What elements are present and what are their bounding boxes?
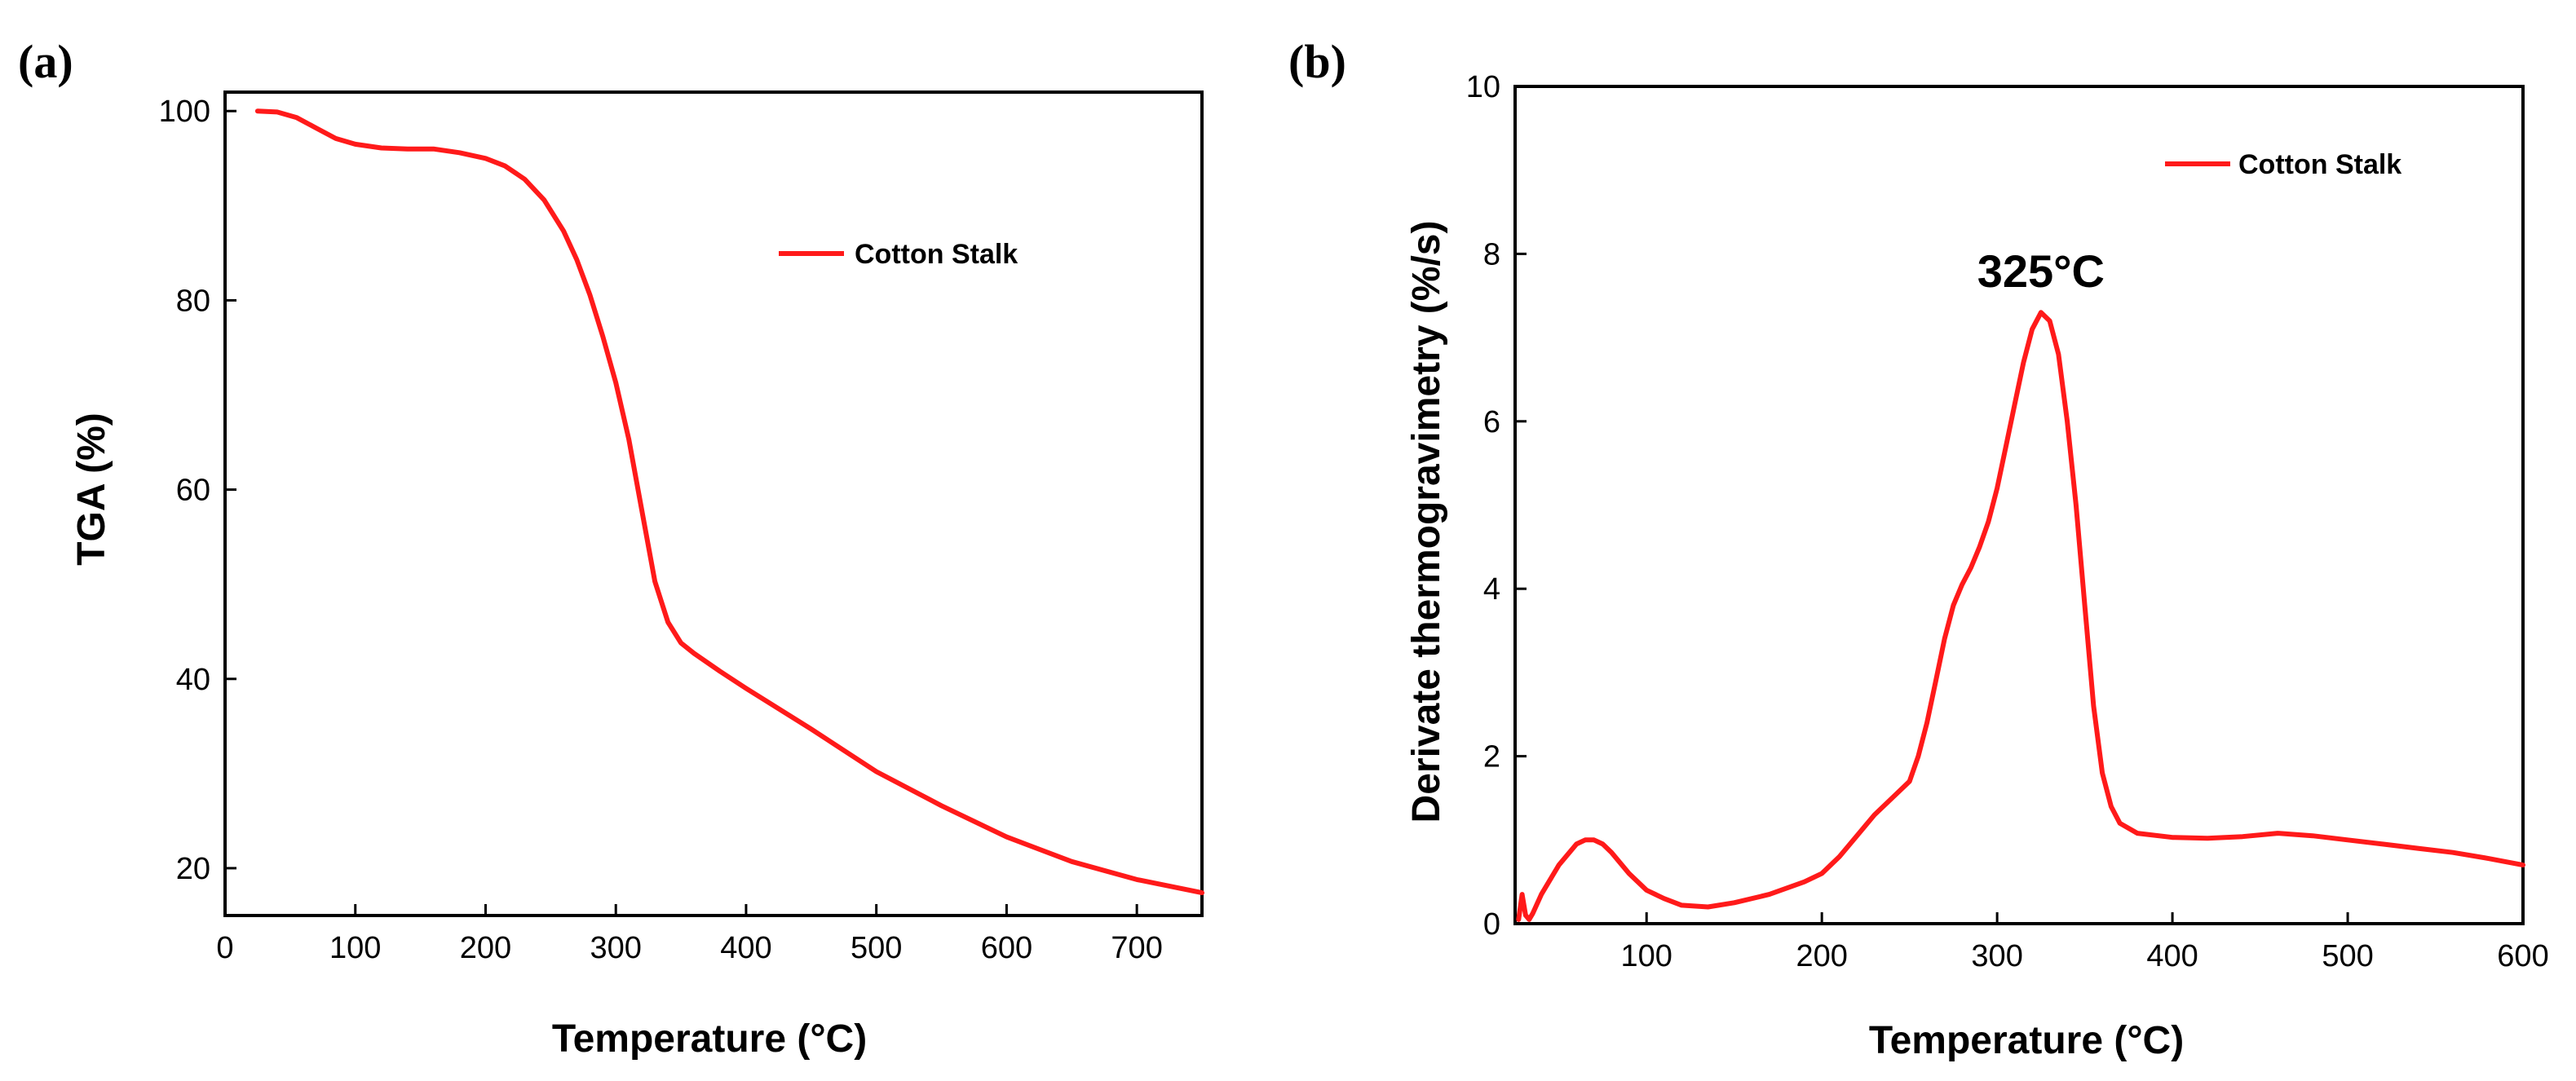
x-tick-label: 400 <box>2146 939 2198 973</box>
x-tick-label: 500 <box>851 931 902 965</box>
panel-b: (b) Derivate thermogravimetry (%/s) Temp… <box>1288 35 2549 1062</box>
panel-b-legend-label: Cotton Stalk <box>2238 149 2401 180</box>
panel-a-y-axis-title: TGA (%) <box>70 413 113 566</box>
panel-a-x-axis-title: Temperature (°C) <box>552 1017 867 1061</box>
y-tick-label: 0 <box>1483 907 1500 942</box>
y-tick-label: 2 <box>1483 740 1500 774</box>
x-tick-label: 500 <box>2322 939 2373 973</box>
panel-a: (a) TGA (%) Temperature (°C) 0 100 200 300 4… <box>18 35 1204 1061</box>
panel-a-x-ticks: 0 100 200 300 400 500 600 700 <box>216 904 1163 965</box>
panel-b-y-ticks: 0 2 4 6 8 10 <box>1466 70 1527 942</box>
panel-a-label: (a) <box>18 35 73 88</box>
x-tick-label: 0 <box>216 931 233 965</box>
y-tick-label: 60 <box>176 474 210 508</box>
x-tick-label: 200 <box>460 931 511 965</box>
panel-b-y-axis-title: Derivate thermogravimetry (%/s) <box>1405 221 1448 823</box>
y-tick-label: 4 <box>1483 572 1500 607</box>
panel-b-label: (b) <box>1288 35 1346 88</box>
x-tick-label: 700 <box>1111 931 1162 965</box>
x-tick-label: 200 <box>1796 939 1847 973</box>
panel-b-legend: Cotton Stalk <box>2165 149 2401 180</box>
panel-a-plot-frame <box>223 90 1204 917</box>
panel-b-peak-annotation: 325°C <box>1977 245 2105 297</box>
panel-a-series-line <box>254 108 1204 896</box>
x-tick-label: 400 <box>720 931 771 965</box>
y-tick-label: 10 <box>1466 70 1500 104</box>
panel-b-series-line <box>1516 310 2525 922</box>
y-tick-label: 8 <box>1483 237 1500 271</box>
y-tick-label: 100 <box>159 95 210 129</box>
x-tick-label: 300 <box>1971 939 2022 973</box>
y-tick-label: 40 <box>176 663 210 697</box>
panel-b-plot-frame <box>1513 85 2525 925</box>
x-tick-label: 100 <box>1621 939 1672 973</box>
x-tick-label: 600 <box>2497 939 2548 973</box>
panel-a-legend: Cotton Stalk <box>779 239 1018 270</box>
panel-b-x-ticks: 100 200 300 400 500 600 <box>1621 912 2549 973</box>
x-tick-label: 600 <box>981 931 1032 965</box>
y-tick-label: 6 <box>1483 405 1500 439</box>
x-tick-label: 100 <box>329 931 381 965</box>
panel-b-x-axis-title: Temperature (°C) <box>1869 1019 2184 1062</box>
y-tick-label: 20 <box>176 852 210 886</box>
x-tick-label: 300 <box>590 931 641 965</box>
panel-a-y-ticks: 20 40 60 80 100 <box>159 95 236 886</box>
panel-a-legend-label: Cotton Stalk <box>855 239 1018 270</box>
y-tick-label: 80 <box>176 284 210 318</box>
